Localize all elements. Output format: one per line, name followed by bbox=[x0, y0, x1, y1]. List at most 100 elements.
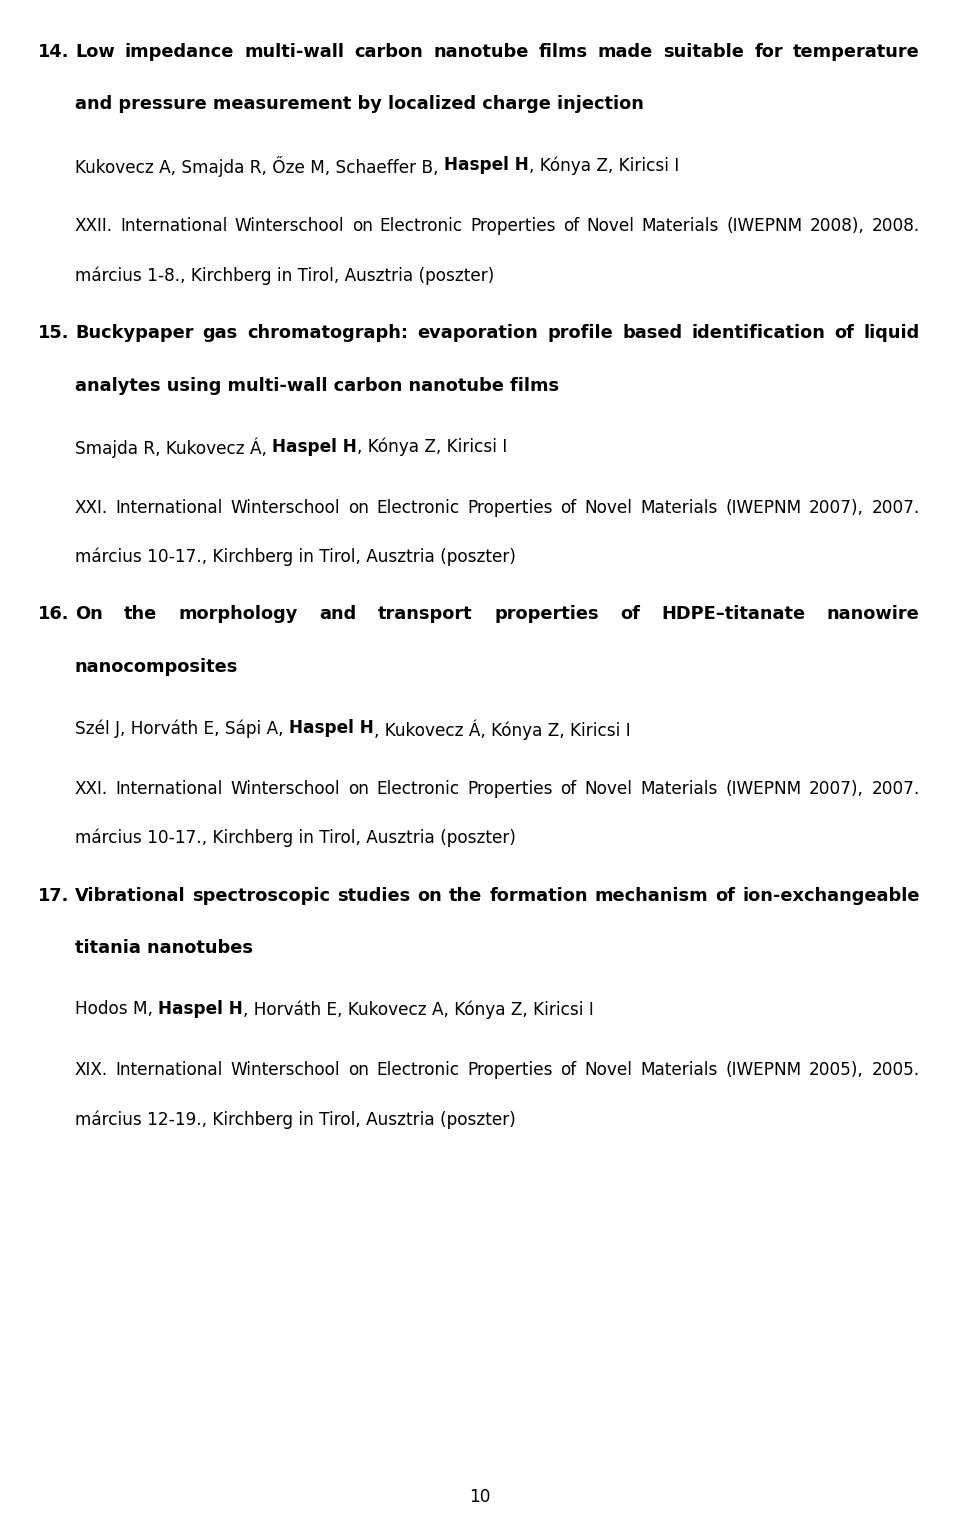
Text: for: for bbox=[755, 43, 782, 61]
Text: Haspel H: Haspel H bbox=[272, 438, 357, 456]
Text: on: on bbox=[348, 781, 369, 798]
Text: profile: profile bbox=[547, 325, 612, 342]
Text: studies: studies bbox=[337, 888, 411, 904]
Text: ion-exchangeable: ion-exchangeable bbox=[742, 888, 920, 904]
Text: , Kónya Z, Kiricsi I: , Kónya Z, Kiricsi I bbox=[357, 438, 507, 456]
Text: Winterschool: Winterschool bbox=[235, 217, 345, 235]
Text: carbon: carbon bbox=[354, 43, 423, 61]
Text: XXI.: XXI. bbox=[75, 499, 108, 517]
Text: impedance: impedance bbox=[125, 43, 234, 61]
Text: on: on bbox=[348, 1061, 369, 1080]
Text: Novel: Novel bbox=[585, 1061, 633, 1080]
Text: of: of bbox=[715, 888, 735, 904]
Text: temperature: temperature bbox=[793, 43, 920, 61]
Text: Materials: Materials bbox=[640, 1061, 717, 1080]
Text: március 10-17., Kirchberg in Tirol, Ausztria (poszter): március 10-17., Kirchberg in Tirol, Ausz… bbox=[75, 830, 516, 848]
Text: Materials: Materials bbox=[640, 499, 717, 517]
Text: Properties: Properties bbox=[468, 499, 553, 517]
Text: films: films bbox=[539, 43, 588, 61]
Text: liquid: liquid bbox=[863, 325, 920, 342]
Text: Haspel H: Haspel H bbox=[158, 1000, 243, 1019]
Text: the: the bbox=[124, 605, 157, 624]
Text: nanowire: nanowire bbox=[827, 605, 920, 624]
Text: and pressure measurement by localized charge injection: and pressure measurement by localized ch… bbox=[75, 95, 644, 113]
Text: of: of bbox=[561, 781, 577, 798]
Text: Vibrational: Vibrational bbox=[75, 888, 185, 904]
Text: Electronic: Electronic bbox=[376, 1061, 460, 1080]
Text: 2007.: 2007. bbox=[872, 781, 920, 798]
Text: mechanism: mechanism bbox=[595, 888, 708, 904]
Text: of: of bbox=[561, 1061, 577, 1080]
Text: evaporation: evaporation bbox=[418, 325, 538, 342]
Text: formation: formation bbox=[490, 888, 588, 904]
Text: International: International bbox=[120, 217, 228, 235]
Text: 2007.: 2007. bbox=[872, 499, 920, 517]
Text: Materials: Materials bbox=[641, 217, 719, 235]
Text: chromatograph:: chromatograph: bbox=[247, 325, 408, 342]
Text: XXI.: XXI. bbox=[75, 781, 108, 798]
Text: Electronic: Electronic bbox=[376, 499, 460, 517]
Text: and: and bbox=[320, 605, 357, 624]
Text: XIX.: XIX. bbox=[75, 1061, 108, 1080]
Text: of: of bbox=[563, 217, 579, 235]
Text: spectroscopic: spectroscopic bbox=[192, 888, 330, 904]
Text: of: of bbox=[834, 325, 854, 342]
Text: On: On bbox=[75, 605, 103, 624]
Text: on: on bbox=[351, 217, 372, 235]
Text: 2008),: 2008), bbox=[809, 217, 864, 235]
Text: International: International bbox=[116, 781, 223, 798]
Text: on: on bbox=[418, 888, 443, 904]
Text: (IWEPNM: (IWEPNM bbox=[725, 781, 802, 798]
Text: 2005.: 2005. bbox=[872, 1061, 920, 1080]
Text: titania nanotubes: titania nanotubes bbox=[75, 939, 252, 958]
Text: Novel: Novel bbox=[585, 781, 633, 798]
Text: , Kukovecz Á, Kónya Z, Kiricsi I: , Kukovecz Á, Kónya Z, Kiricsi I bbox=[373, 720, 630, 740]
Text: made: made bbox=[598, 43, 653, 61]
Text: Novel: Novel bbox=[585, 499, 633, 517]
Text: transport: transport bbox=[378, 605, 472, 624]
Text: morphology: morphology bbox=[179, 605, 298, 624]
Text: Low: Low bbox=[75, 43, 114, 61]
Text: Winterschool: Winterschool bbox=[230, 499, 341, 517]
Text: 2005),: 2005), bbox=[809, 1061, 864, 1080]
Text: on: on bbox=[348, 499, 369, 517]
Text: 2008.: 2008. bbox=[872, 217, 920, 235]
Text: Smajda R, Kukovecz Á,: Smajda R, Kukovecz Á, bbox=[75, 438, 272, 458]
Text: (IWEPNM: (IWEPNM bbox=[726, 217, 803, 235]
Text: International: International bbox=[116, 499, 223, 517]
Text: március 12-19., Kirchberg in Tirol, Ausztria (poszter): március 12-19., Kirchberg in Tirol, Ausz… bbox=[75, 1110, 516, 1128]
Text: Winterschool: Winterschool bbox=[230, 781, 341, 798]
Text: Novel: Novel bbox=[587, 217, 635, 235]
Text: Electronic: Electronic bbox=[380, 217, 463, 235]
Text: HDPE–titanate: HDPE–titanate bbox=[661, 605, 805, 624]
Text: Winterschool: Winterschool bbox=[230, 1061, 341, 1080]
Text: gas: gas bbox=[203, 325, 238, 342]
Text: Properties: Properties bbox=[470, 217, 556, 235]
Text: International: International bbox=[116, 1061, 223, 1080]
Text: 2007),: 2007), bbox=[808, 781, 864, 798]
Text: 16.: 16. bbox=[38, 605, 70, 624]
Text: suitable: suitable bbox=[663, 43, 744, 61]
Text: Hodos M,: Hodos M, bbox=[75, 1000, 158, 1019]
Text: 14.: 14. bbox=[38, 43, 70, 61]
Text: 2007),: 2007), bbox=[808, 499, 864, 517]
Text: Properties: Properties bbox=[468, 781, 553, 798]
Text: március 10-17., Kirchberg in Tirol, Ausztria (poszter): március 10-17., Kirchberg in Tirol, Ausz… bbox=[75, 547, 516, 566]
Text: 15.: 15. bbox=[38, 325, 70, 342]
Text: based: based bbox=[622, 325, 683, 342]
Text: , Kónya Z, Kiricsi I: , Kónya Z, Kiricsi I bbox=[529, 157, 679, 175]
Text: Buckypaper: Buckypaper bbox=[75, 325, 193, 342]
Text: (IWEPNM: (IWEPNM bbox=[725, 1061, 802, 1080]
Text: of: of bbox=[561, 499, 577, 517]
Text: Kukovecz A, Smajda R, Őze M, Schaeffer B,: Kukovecz A, Smajda R, Őze M, Schaeffer B… bbox=[75, 157, 444, 177]
Text: of: of bbox=[620, 605, 640, 624]
Text: 10: 10 bbox=[469, 1488, 491, 1507]
Text: multi-wall: multi-wall bbox=[244, 43, 345, 61]
Text: Electronic: Electronic bbox=[376, 781, 460, 798]
Text: 17.: 17. bbox=[38, 888, 70, 904]
Text: Haspel H: Haspel H bbox=[289, 720, 373, 737]
Text: XXII.: XXII. bbox=[75, 217, 113, 235]
Text: , Horváth E, Kukovecz A, Kónya Z, Kiricsi I: , Horváth E, Kukovecz A, Kónya Z, Kirics… bbox=[243, 1000, 593, 1019]
Text: analytes using multi-wall carbon nanotube films: analytes using multi-wall carbon nanotub… bbox=[75, 377, 559, 395]
Text: properties: properties bbox=[494, 605, 599, 624]
